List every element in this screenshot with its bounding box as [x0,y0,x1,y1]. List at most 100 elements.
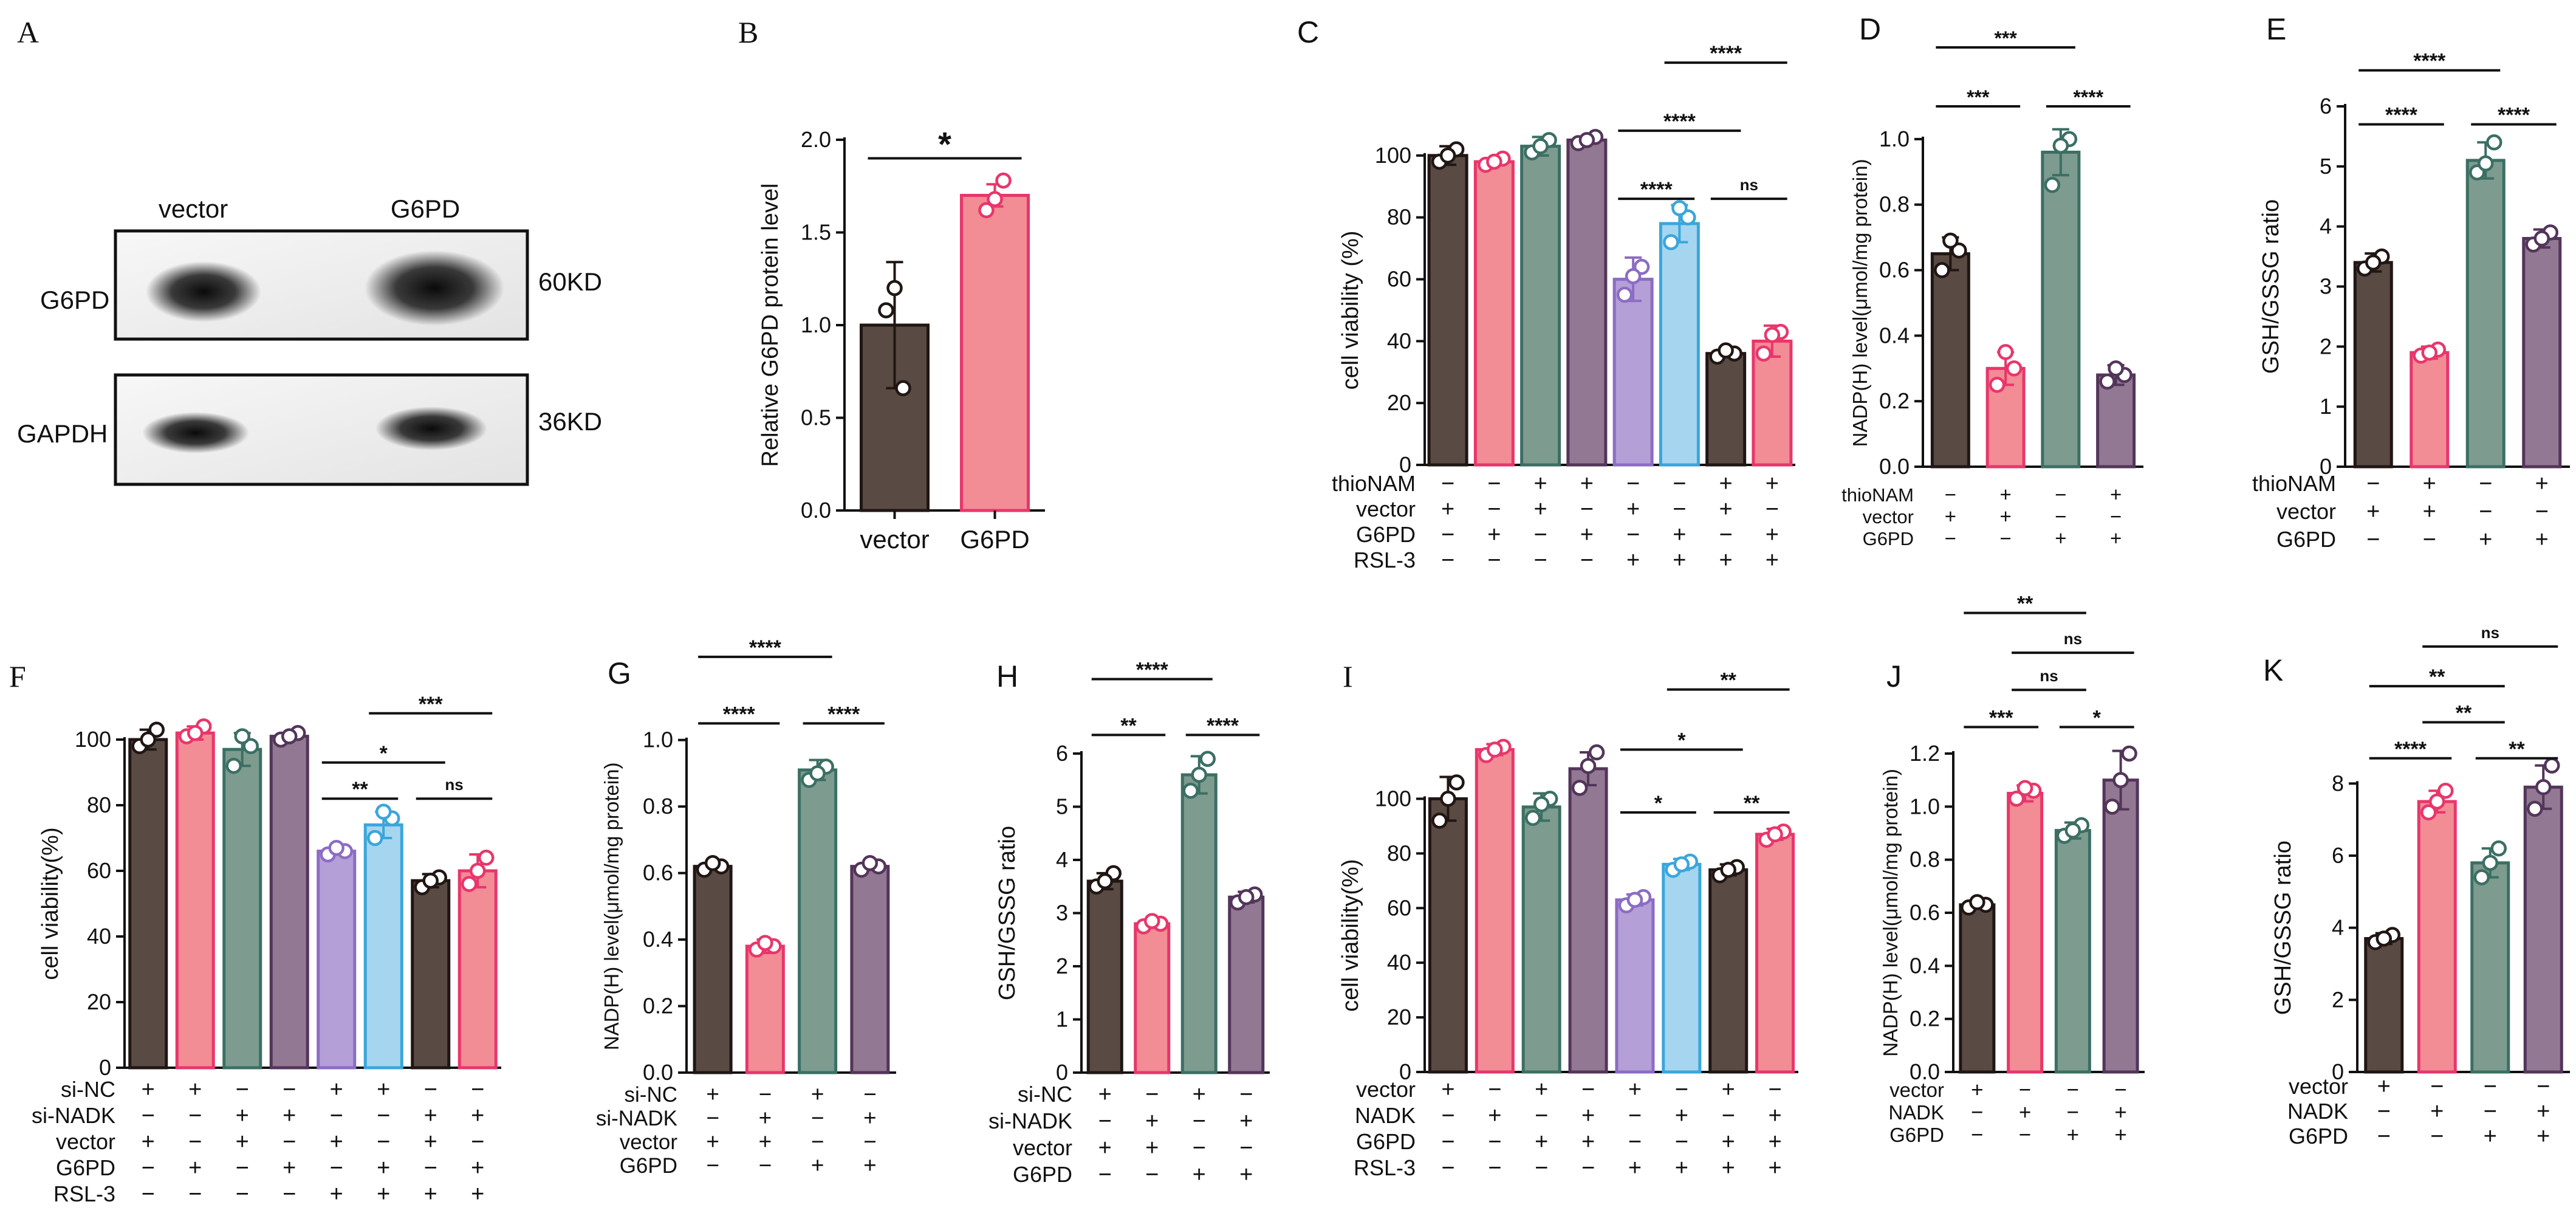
treatment-sign: + [2114,1123,2126,1147]
bar [2054,829,2091,1074]
data-point [1144,913,1160,929]
treatment-sign: − [1441,1155,1454,1181]
treatment-sign: − [1999,527,2011,549]
treatment-sign: + [2019,1101,2031,1124]
treatment-sign: − [1628,1103,1642,1129]
treatment-sign: − [1945,483,1956,506]
data-point [375,803,392,820]
treatment-row-label: G6PD [56,1155,115,1180]
treatment-sign: + [706,1129,719,1154]
y-tick-label: 0.2 [1910,1006,1940,1031]
bar [2522,236,2562,469]
treatment-sign: + [471,1103,484,1129]
data-point [1989,376,2006,393]
data-point [1625,268,1642,284]
treatment-sign: + [236,1129,249,1155]
treatment-sign: + [1675,1155,1688,1181]
data-point [1934,262,1950,278]
chart-e: E 0 1 2 3 4 5 6 GSH/GSSG ratio thioNAM − + − + vector +… [2252,12,2570,552]
treatment-sign: + [142,1077,155,1102]
treatment-row-label: G6PD [1889,1124,1944,1146]
treatment-sign: − [1581,1155,1595,1181]
treatment-sign: − [1193,1135,1206,1161]
data-point [1588,744,1605,761]
bar [2353,261,2393,469]
y-tick-label: 4 [2320,214,2332,239]
bar [1568,767,1608,1074]
y-tick-label: 3 [2320,274,2332,299]
significance-mark: ** [2017,593,2033,616]
treatment-sign: + [1239,1108,1253,1134]
data-point [2420,804,2437,821]
bar [1612,278,1654,467]
treatment-row-label: si-NADK [596,1107,677,1130]
y-tick-label: 1.0 [643,727,673,752]
treatment-sign: − [1675,1077,1688,1102]
significance-mark: **** [723,703,756,726]
y-tick-label: 0 [1399,452,1411,477]
data-point [140,731,156,748]
treatment-sign: − [2055,505,2066,527]
treatment-sign: − [330,1155,343,1181]
y-tick-label: 40 [1387,950,1411,975]
bar [1086,879,1123,1074]
treatment-row-label: vector [1889,1079,1944,1101]
y-tick-label: 0.8 [1879,192,1910,217]
blot-band-g6pd-g6pd [365,250,504,326]
y-tick-label: 0.0 [643,1060,673,1085]
significance-mark: ** [352,778,368,801]
data-point [1486,153,1502,170]
significance-mark: * [1677,729,1686,752]
significance-mark: ns [1740,176,1758,194]
data-point [1487,741,1503,758]
treatment-sign: + [759,1129,772,1154]
treatment-sign: − [188,1181,202,1207]
data-point [1199,751,1216,767]
panel-label-a: A [17,15,39,49]
treatment-sign: − [2537,1074,2550,1099]
data-point [1524,809,1541,826]
treatment-sign: + [1719,496,1733,522]
y-tick-label: 0.6 [643,861,673,885]
treatment-sign: + [2114,1101,2126,1124]
y-tick-label: 5 [2320,154,2332,179]
y-tick-label: 1.0 [1879,126,1910,151]
significance-mark: * [2093,706,2102,729]
treatment-sign: + [424,1129,437,1155]
treatment-sign: + [2423,499,2436,524]
treatment-sign: − [2067,1101,2079,1124]
treatment-sign: + [1098,1082,1112,1107]
bar [269,735,309,1070]
chart-d: D 0.0 0.2 0.4 0.6 0.8 1.0 NADP(H) level(μmol/mg… [1841,12,2143,549]
treatment-sign: − [236,1155,249,1181]
treatment-sign: − [1098,1108,1112,1134]
bar [2102,778,2139,1074]
y-axis-title: NADP(H) level(μmol/mg protein) [1879,769,1902,1057]
bar [1708,868,1749,1074]
treatment-row-label: G6PD [2276,527,2336,552]
treatment-sign: + [706,1082,719,1107]
data-point [2527,800,2543,817]
y-tick-label: 2 [1056,953,1068,978]
y-tick-label: 1.5 [801,220,831,245]
panel-label-e: E [2266,12,2286,46]
significance-mark: **** [1710,42,1742,65]
y-tick-label: 40 [1387,328,1411,353]
treatment-row-label: NADK [1888,1101,1944,1124]
treatment-sign: + [2366,499,2380,524]
bar [1180,773,1218,1074]
y-tick-label: 0 [2332,1059,2344,1084]
treatment-row-label: G6PD [1863,528,1914,549]
y-axis-title: Relative G6PD protein level [758,184,783,467]
significance-mark: * [1654,792,1663,815]
treatment-sign: + [1766,548,1779,573]
data-point [367,830,383,847]
data-point [1951,242,1967,259]
treatment-sign: − [424,1077,437,1102]
treatment-sign: + [2535,471,2549,496]
chart-g: G 0.0 0.2 0.4 0.6 0.8 1.0 NADP(H) level(μmol/mg… [596,636,896,1178]
treatment-sign: + [1719,548,1733,573]
